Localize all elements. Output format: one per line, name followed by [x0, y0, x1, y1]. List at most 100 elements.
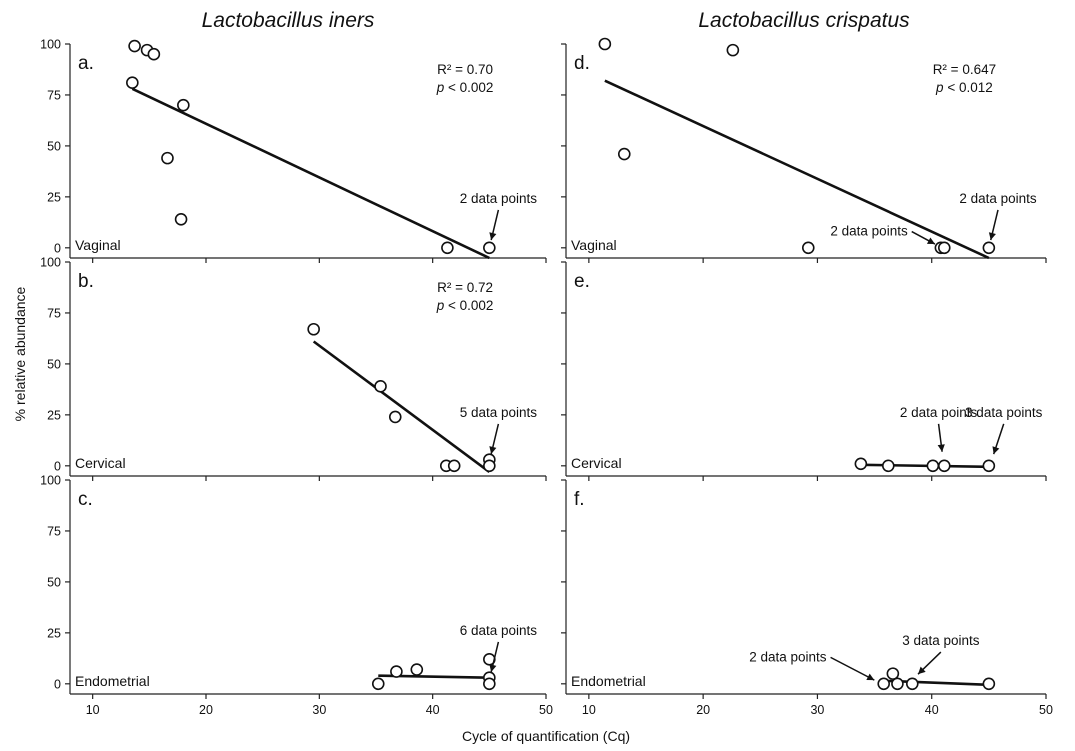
data-point	[886, 667, 900, 680]
data-point	[174, 212, 188, 226]
panel-c: 0 25 50 75 100 10 20 30 40 50 c. Endometrial 6 data …	[40, 474, 553, 718]
data-point	[447, 459, 461, 473]
callout-arrowhead	[937, 444, 945, 452]
panel-d: d. Vaginal R² = 0.647 p < 0.012 2 data point…	[561, 37, 1047, 263]
x-tick-label: 10	[582, 703, 596, 717]
data-point	[177, 98, 190, 112]
column-title-left: Lactobacillus iners	[202, 9, 375, 32]
y-tick-label: 100	[40, 474, 61, 488]
data-point	[374, 380, 387, 393]
panel-f: 10 20 30 40 50 f. Endometrial 2 data points 3 da…	[561, 479, 1053, 717]
data-point	[982, 241, 996, 255]
region-label: Vaginal	[75, 237, 121, 253]
data-point	[307, 322, 320, 336]
region-label: Vaginal	[571, 237, 617, 253]
callout-label: 5 data points	[460, 405, 538, 420]
data-point	[937, 241, 951, 255]
panel-letter: a.	[78, 53, 94, 74]
region-label: Endometrial	[571, 673, 646, 689]
p-value-label: p < 0.002	[436, 80, 494, 95]
x-tick-label: 10	[86, 703, 100, 717]
region-label: Cervical	[571, 455, 622, 471]
y-tick-label: 0	[54, 459, 61, 473]
data-point	[390, 665, 403, 678]
y-tick-label: 100	[40, 256, 61, 270]
callout-label: 2 data points	[749, 649, 827, 664]
y-tick-label: 100	[40, 38, 61, 52]
data-point	[388, 410, 402, 424]
data-point	[905, 677, 919, 691]
y-tick-label: 50	[47, 357, 61, 371]
data-point	[483, 459, 496, 473]
callout-arrowhead	[489, 446, 497, 454]
data-point	[161, 151, 174, 165]
callout-arrowhead	[489, 232, 497, 241]
data-point	[726, 43, 740, 57]
y-tick-label: 25	[47, 408, 61, 422]
x-tick-label: 40	[426, 703, 440, 717]
data-point	[937, 459, 951, 473]
panel-a: 0 25 50 75 100 a. Vaginal R² = 0.70 p < 0.002 2 d…	[40, 38, 547, 263]
x-tick-label: 20	[696, 703, 710, 717]
data-point	[441, 241, 454, 255]
data-point	[801, 241, 815, 255]
data-point	[877, 677, 891, 691]
trendline	[312, 340, 491, 473]
r-squared-label: R² = 0.70	[437, 62, 493, 77]
y-axis-title: % relative abundance	[12, 286, 28, 421]
y-tick-label: 75	[47, 524, 61, 538]
callout-label: 6 data points	[460, 623, 538, 638]
callout-arrowhead	[489, 664, 497, 672]
data-point	[854, 457, 868, 471]
callout-arrowhead	[992, 446, 1000, 455]
data-point	[483, 677, 496, 691]
trendline	[131, 87, 490, 260]
data-point	[982, 677, 996, 691]
data-point	[891, 677, 904, 691]
x-tick-label: 50	[539, 703, 553, 717]
y-tick-label: 75	[47, 88, 61, 102]
x-axis-title: Cycle of quantification (Cq)	[462, 728, 630, 744]
p-value-label: p < 0.002	[436, 298, 494, 313]
data-point	[982, 459, 996, 473]
y-tick-label: 0	[54, 241, 61, 255]
region-label: Endometrial	[75, 673, 150, 689]
data-point	[126, 76, 139, 90]
y-tick-label: 50	[47, 575, 61, 589]
data-point	[147, 47, 161, 61]
callout-arrowhead	[988, 232, 996, 241]
data-point	[371, 677, 385, 691]
x-tick-label: 30	[810, 703, 824, 717]
callout-arrow	[830, 656, 875, 681]
data-point	[410, 663, 424, 676]
data-point	[926, 459, 940, 473]
x-tick-label: 30	[312, 703, 326, 717]
callout-label: 2 data points	[460, 191, 538, 206]
data-point	[128, 39, 141, 53]
x-tick-label: 40	[925, 703, 939, 717]
y-tick-label: 50	[47, 139, 61, 153]
data-point	[617, 147, 631, 161]
callout-label: 3 data points	[902, 633, 980, 648]
panel-letter: d.	[574, 53, 590, 74]
panel-letter: c.	[78, 489, 93, 510]
callout-label: 2 data points	[959, 191, 1037, 206]
callout-arrowhead	[866, 673, 875, 681]
trendline	[860, 463, 989, 469]
y-tick-label: 0	[54, 677, 61, 691]
panel-b: 0 25 50 75 100 b. Cervical R² = 0.72 p < 0.002 5 …	[40, 256, 547, 481]
callout-arrowhead	[918, 666, 926, 675]
y-tick-label: 25	[47, 626, 61, 640]
callout-label: 3 data points	[965, 405, 1043, 420]
panel-letter: e.	[574, 271, 590, 292]
data-point	[881, 459, 895, 473]
callout-arrowhead	[926, 237, 935, 245]
x-tick-label: 50	[1039, 703, 1053, 717]
r-squared-label: R² = 0.647	[933, 62, 996, 77]
r-squared-label: R² = 0.72	[437, 280, 493, 295]
column-title-right: Lactobacillus crispatus	[698, 9, 910, 32]
data-point	[598, 37, 612, 51]
